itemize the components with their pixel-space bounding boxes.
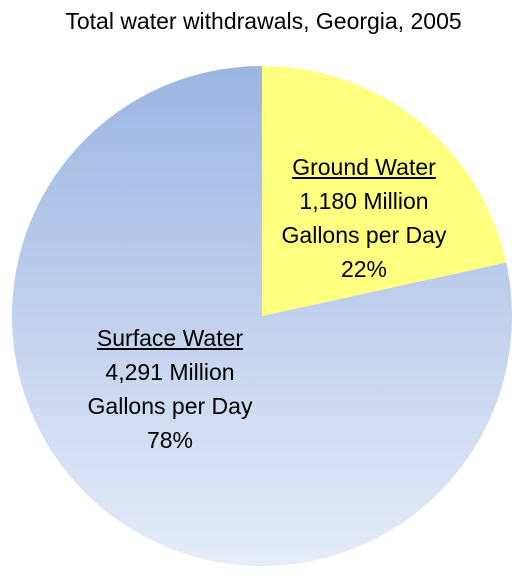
ground-water-percent: 22% — [340, 256, 388, 282]
ground-water-unit: Gallons per Day — [281, 222, 447, 248]
surface-water-label: Surface Water 4,291 Million Gallons per … — [50, 321, 290, 457]
surface-water-unit: Gallons per Day — [87, 393, 253, 419]
chart-title: Total water withdrawals, Georgia, 2005 — [65, 8, 462, 34]
ground-water-value: 1,180 Million — [299, 188, 429, 214]
ground-water-name: Ground Water — [292, 154, 436, 180]
pie-slice-ground-water — [262, 66, 507, 316]
ground-water-label: Ground Water 1,180 Million Gallons per D… — [254, 150, 474, 286]
surface-water-name: Surface Water — [96, 325, 244, 351]
surface-water-percent: 78% — [146, 427, 194, 453]
surface-water-value: 4,291 Million — [105, 359, 235, 385]
pie-slice-surface-water — [11, 66, 512, 567]
